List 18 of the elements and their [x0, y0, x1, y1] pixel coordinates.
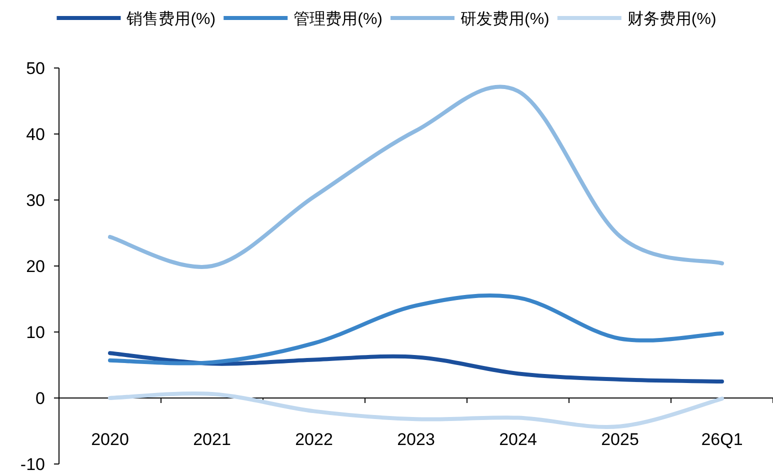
legend-label: 财务费用(%) — [627, 10, 716, 28]
x-tick-label: 2022 — [295, 430, 333, 449]
legend-label: 管理费用(%) — [294, 10, 382, 28]
x-tick-label: 26Q1 — [701, 430, 743, 449]
y-tick-label: 30 — [26, 191, 45, 210]
x-tick-label: 2024 — [499, 430, 537, 449]
y-tick-label: 50 — [26, 59, 45, 78]
legend-label: 销售费用(%) — [126, 10, 216, 28]
x-tick-label: 2020 — [91, 430, 129, 449]
x-tick-label: 2023 — [397, 430, 435, 449]
y-tick-label: 40 — [26, 125, 45, 144]
x-tick-label: 2021 — [193, 430, 231, 449]
y-tick-label: 10 — [26, 323, 45, 342]
y-tick-label: 0 — [36, 389, 45, 408]
x-tick-label: 2025 — [601, 430, 639, 449]
y-tick-label: -10 — [20, 455, 45, 471]
y-tick-label: 20 — [26, 257, 45, 276]
legend-label: 研发费用(%) — [460, 10, 550, 28]
